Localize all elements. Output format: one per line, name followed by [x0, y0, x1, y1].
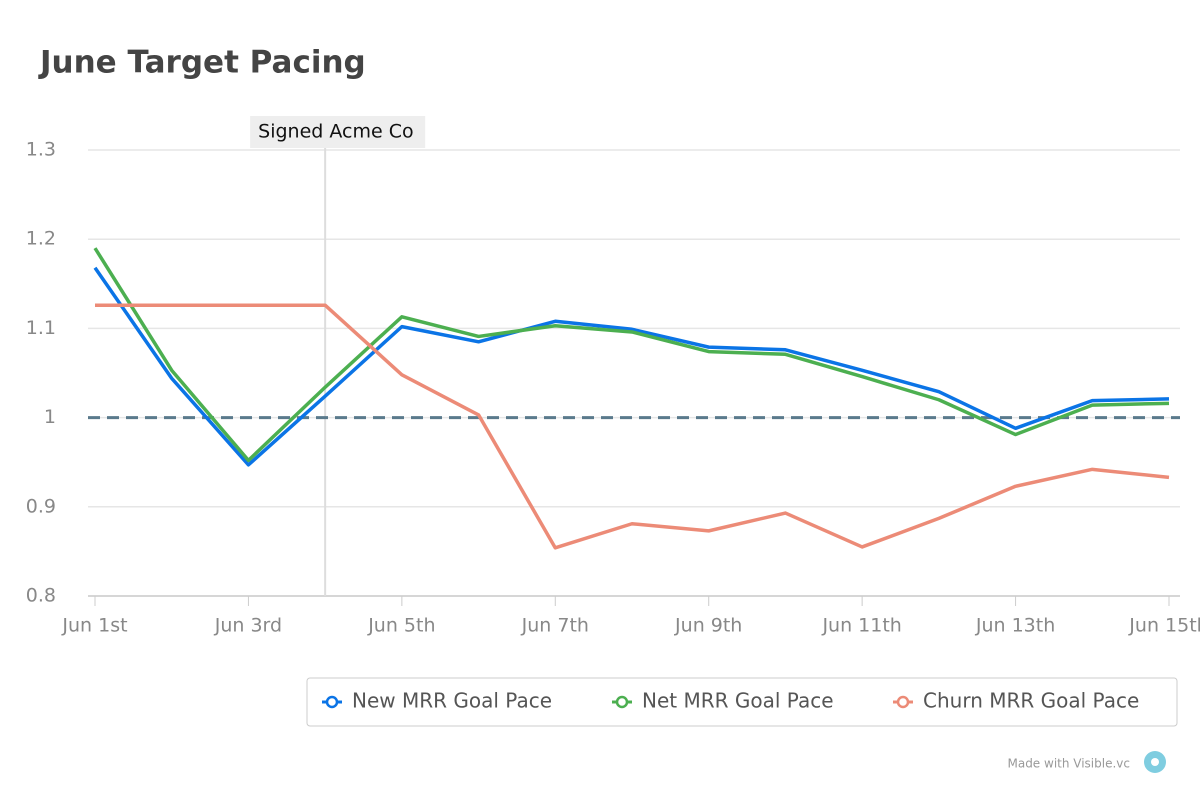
legend-box [306, 677, 1178, 727]
y-tick-label: 1.2 [26, 228, 56, 250]
series-line [93, 247, 1170, 463]
footer: Made with Visible.vc [1007, 757, 1130, 771]
legend-marker [615, 695, 629, 709]
y-tick-label: 0.8 [26, 585, 56, 607]
series-line [93, 266, 1170, 467]
x-tick-label: Jun 3rd [214, 615, 282, 637]
logo-hole [1151, 758, 1159, 766]
annotation-label: Signed Acme Co [258, 121, 413, 143]
legend-label: Churn MRR Goal Pace [923, 689, 1139, 713]
annotation-box [250, 116, 426, 148]
x-tick-label: Jun 15th [1128, 615, 1200, 637]
x-tick-label: Jun 13th [975, 615, 1055, 637]
y-tick-label: 1.1 [26, 317, 56, 339]
x-tick-label: Jun 1st [61, 615, 127, 637]
series-line [95, 303, 1170, 550]
x-tick-label: Jun 9th [674, 615, 742, 637]
legend-marker [896, 695, 910, 709]
x-tick-label: Jun 7th [521, 615, 589, 637]
legend-label: Net MRR Goal Pace [642, 689, 834, 713]
chart-title: June Target Pacing [38, 45, 366, 81]
x-tick-label: Jun 5th [367, 615, 435, 637]
y-tick-label: 1 [44, 406, 56, 428]
legend-label: New MRR Goal Pace [352, 689, 552, 713]
x-tick-label: Jun 11th [821, 615, 901, 637]
y-tick-label: 0.9 [26, 495, 56, 517]
legend-marker [325, 695, 339, 709]
y-tick-label: 1.3 [26, 139, 56, 161]
